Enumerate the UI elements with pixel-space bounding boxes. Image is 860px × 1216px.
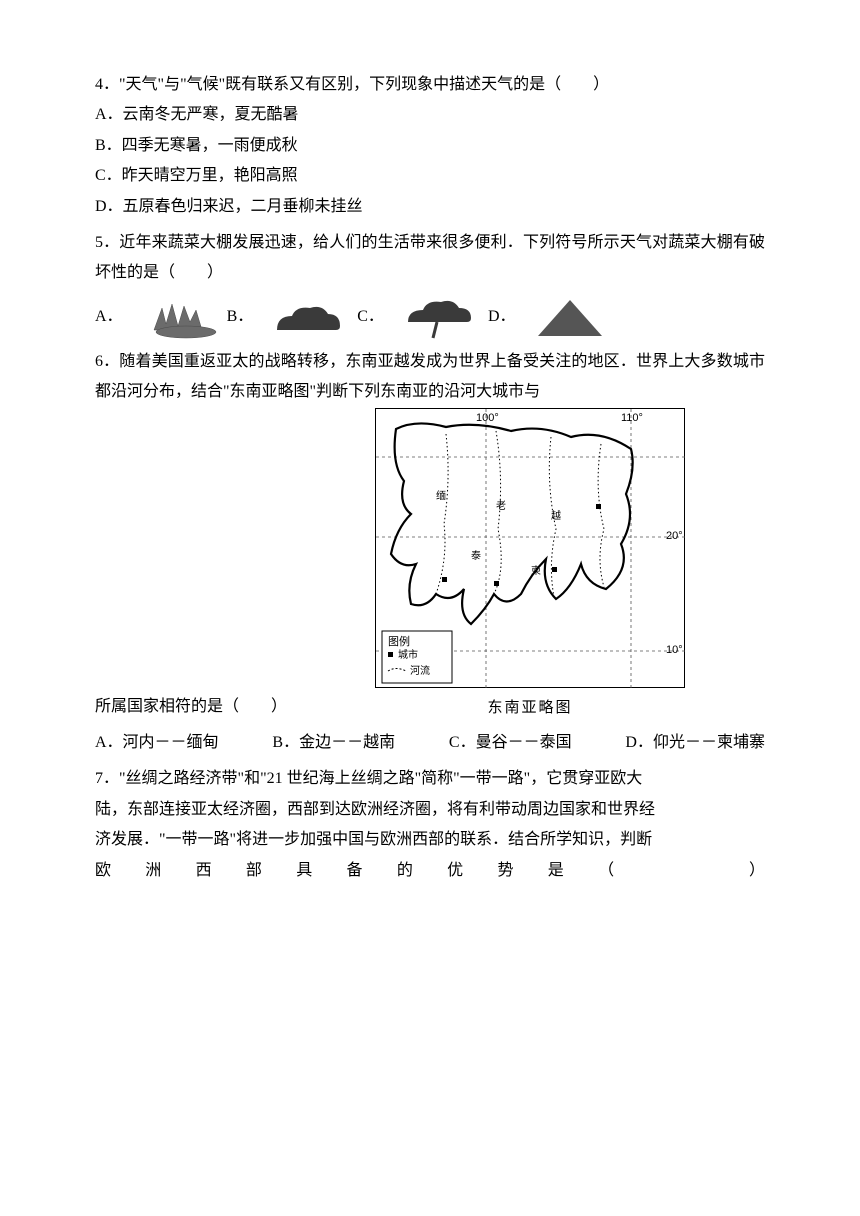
q7-line4: 欧洲西部具备的优势是（ ）: [95, 856, 765, 886]
question-4: 4．"天气"与"气候"既有联系又有区别，下列现象中描述天气的是（ ） A．云南冬…: [95, 70, 765, 222]
q7-line2: 陆，东部连接亚太经济圈，西部到达欧洲经济圈，将有利带动周边国家和世界经: [95, 795, 765, 825]
svg-text:河流: 河流: [410, 664, 430, 677]
svg-text:缅: 缅: [436, 489, 446, 502]
svg-text:10°: 10°: [666, 644, 683, 656]
question-7: 7．"丝绸之路经济带"和"21 世纪海上丝绸之路"简称"一带一路"，它贯穿亚欧大…: [95, 764, 765, 886]
sun-haze-icon: [127, 293, 227, 341]
svg-text:城市: 城市: [398, 648, 418, 661]
svg-text:100°: 100°: [476, 412, 499, 424]
q5-option-a: A．: [95, 293, 227, 341]
svg-text:老: 老: [496, 499, 506, 512]
q4-option-d: D．五原春色归来迟，二月垂柳未挂丝: [95, 192, 765, 222]
q6-options-row: A．河内－－缅甸 B．金边－－越南 C．曼谷－－泰国 D．仰光－－柬埔寨: [95, 728, 765, 758]
q5-label-d: D．: [488, 302, 516, 332]
q7-line1: 7．"丝绸之路经济带"和"21 世纪海上丝绸之路"简称"一带一路"，它贯穿亚欧大: [95, 764, 765, 794]
svg-text:20°: 20°: [666, 530, 683, 542]
svg-text:泰: 泰: [471, 549, 481, 562]
q5-label-b: B．: [227, 302, 254, 332]
q5-label-a: A．: [95, 302, 123, 332]
cloud-dark-icon: [257, 293, 357, 341]
q6-option-c: C．曼谷－－泰国: [449, 728, 572, 758]
q5-option-d: D．: [488, 293, 620, 341]
svg-text:越: 越: [551, 509, 561, 522]
map-frame: 100° 110° 20° 10° 缅 老 越 泰 柬: [375, 408, 685, 688]
q6-option-a: A．河内－－缅甸: [95, 728, 219, 758]
q5-options-row: A． B． C．: [95, 293, 765, 341]
triangle-icon: [520, 293, 620, 341]
southeast-asia-map: 100° 110° 20° 10° 缅 老 越 泰 柬: [295, 408, 765, 723]
svg-text:柬: 柬: [531, 565, 541, 577]
question-5: 5．近年来蔬菜大棚发展迅速，给人们的生活带来很多便利．下列符号所示天气对蔬菜大棚…: [95, 228, 765, 341]
q4-stem: 4．"天气"与"气候"既有联系又有区别，下列现象中描述天气的是（ ）: [95, 70, 765, 100]
q5-option-c: C．: [357, 293, 488, 341]
q5-stem: 5．近年来蔬菜大棚发展迅速，给人们的生活带来很多便利．下列符号所示天气对蔬菜大棚…: [95, 228, 765, 289]
q6-tail: 所属国家相符的是（ ）: [95, 692, 287, 722]
map-caption: 东南亚略图: [488, 694, 573, 723]
q6-body: 所属国家相符的是（ ）: [95, 408, 765, 723]
q4-option-c: C．昨天晴空万里，艳阳高照: [95, 161, 765, 191]
q5-option-b: B．: [227, 293, 358, 341]
q6-stem: 6．随着美国重返亚太的战略转移，东南亚越发成为世界上备受关注的地区．世界上大多数…: [95, 347, 765, 408]
q4-option-b: B．四季无寒暑，一雨便成秋: [95, 131, 765, 161]
q6-option-b: B．金边－－越南: [272, 728, 395, 758]
svg-text:图例: 图例: [388, 634, 410, 648]
q5-label-c: C．: [357, 302, 384, 332]
q6-option-d: D．仰光－－柬埔寨: [625, 728, 765, 758]
q7-line3: 济发展．"一带一路"将进一步加强中国与欧洲西部的联系．结合所学知识，判断: [95, 825, 765, 855]
svg-text:110°: 110°: [621, 412, 643, 424]
q4-option-a: A．云南冬无严寒，夏无酷暑: [95, 100, 765, 130]
question-6: 6．随着美国重返亚太的战略转移，东南亚越发成为世界上备受关注的地区．世界上大多数…: [95, 347, 765, 759]
cloud-rain-icon: [388, 293, 488, 341]
